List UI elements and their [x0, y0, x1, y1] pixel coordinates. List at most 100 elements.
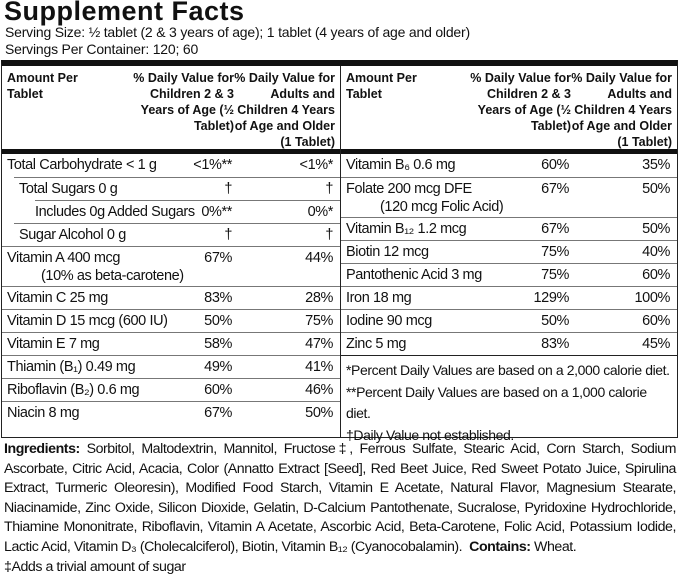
footnote: *Percent Daily Values are based on a 2,0…	[346, 362, 670, 378]
dv-children: 60%	[204, 382, 232, 398]
nutrient-note: (120 mcg Folic Acid)	[380, 199, 504, 215]
header-amount: Amount Per Tablet	[7, 71, 78, 101]
dv-adults: 60%	[642, 313, 670, 329]
nutrient-name: Vitamin B₁₂ 1.2 mcg	[346, 218, 467, 240]
nutrient-amount: Sugar Alcohol 0 g	[19, 227, 126, 243]
dv-adults: 100%	[634, 290, 671, 306]
nutrient-row: Vitamin B₆ 0.6 mg 60% 35%	[341, 154, 677, 177]
nutrient-name: Total Sugars 0 g	[19, 178, 118, 200]
nutrient-name: Sugar Alcohol 0 g	[19, 224, 126, 246]
right-header: Amount Per Tablet % Daily Value for Chil…	[341, 66, 677, 154]
nutrient-name: Iodine 90 mcg	[346, 310, 432, 332]
dv-children: 75%	[541, 244, 569, 260]
dv-adults: <1%*	[299, 157, 334, 173]
dv-adults: 50%	[305, 405, 333, 421]
serving-size: Serving Size: ½ tablet (2 & 3 years of a…	[5, 24, 470, 40]
dv-children: 67%	[541, 221, 569, 237]
dv-children: 60%	[541, 157, 569, 173]
header-dv-adults: % Daily Value for Adults and Children 4 …	[234, 71, 335, 149]
dv-adults: 50%	[642, 221, 670, 237]
dv-adults: 28%	[305, 290, 333, 306]
dv-adults: 75%	[305, 313, 333, 329]
dv-children: 58%	[204, 336, 232, 352]
nutrient-amount: Iron 18 mg	[346, 290, 412, 306]
nutrient-name: Folate 200 mcg DFE (120 mcg Folic Acid)	[346, 180, 504, 216]
facts-table: Amount Per Tablet % Daily Value for Chil…	[1, 60, 678, 443]
footnote: †Daily Value not established.	[346, 426, 514, 443]
nutrient-amount: Thiamin (B₁) 0.49 mg	[7, 359, 136, 375]
nutrient-row: Iron 18 mg 129% 100%	[341, 286, 677, 309]
nutrient-name: Biotin 12 mcg	[346, 241, 429, 263]
nutrient-row: Sugar Alcohol 0 g † †	[14, 223, 340, 246]
dv-adults: 44%	[305, 250, 333, 266]
nutrient-amount: Total Carbohydrate < 1 g	[7, 157, 157, 173]
header-amount: Amount Per Tablet	[346, 71, 417, 101]
dv-adults: 60%	[642, 267, 670, 283]
nutrient-name: Pantothenic Acid 3 mg	[346, 264, 482, 286]
nutrient-row: Iodine 90 mcg 50% 60%	[341, 309, 677, 332]
left-header: Amount Per Tablet % Daily Value for Chil…	[2, 66, 340, 154]
nutrient-name: Vitamin A 400 mcg (10% as beta-carotene)	[7, 249, 184, 285]
contains-text: Wheat.	[534, 538, 577, 555]
nutrient-row: Vitamin A 400 mcg (10% as beta-carotene) 6…	[2, 246, 340, 286]
nutrient-amount: Vitamin D 15 mcg (600 IU)	[7, 313, 168, 329]
nutrient-name: Vitamin B₆ 0.6 mg	[346, 154, 456, 176]
dv-adults: 40%	[642, 244, 670, 260]
dv-adults: 50%	[642, 181, 670, 197]
nutrient-amount: Vitamin B₁₂ 1.2 mcg	[346, 221, 467, 237]
nutrient-name: Riboflavin (B₂) 0.6 mg	[7, 379, 140, 401]
dv-children: 0%**	[201, 204, 232, 220]
dv-adults: 0%*	[307, 204, 334, 220]
nutrient-name: Vitamin C 25 mg	[7, 287, 108, 309]
contains-label: Contains:	[469, 538, 531, 555]
dv-children: 67%	[204, 405, 232, 421]
dv-children: 75%	[541, 267, 569, 283]
nutrient-row: Total Carbohydrate < 1 g <1%** <1%*	[2, 154, 340, 177]
nutrient-name: Total Carbohydrate < 1 g	[7, 154, 157, 176]
nutrient-name: Iron 18 mg	[346, 287, 412, 309]
nutrient-row: Vitamin D 15 mcg (600 IU) 50% 75%	[2, 309, 340, 332]
footnote: **Percent Daily Values are based on a 1,…	[346, 383, 647, 422]
nutrient-amount: Total Sugars 0 g	[19, 181, 118, 197]
dv-children: 83%	[541, 336, 569, 352]
nutrient-row: Vitamin E 7 mg 58% 47%	[2, 332, 340, 355]
nutrient-amount: Vitamin C 25 mg	[7, 290, 108, 306]
nutrient-amount: Iodine 90 mcg	[346, 313, 432, 329]
right-column: Amount Per Tablet % Daily Value for Chil…	[341, 66, 677, 443]
dv-children: †	[224, 227, 232, 243]
dv-children: 49%	[204, 359, 232, 375]
nutrient-name: Niacin 8 mg	[7, 402, 80, 424]
nutrient-row: Total Sugars 0 g † †	[14, 177, 340, 200]
ingredients-label: Ingredients:	[4, 441, 80, 457]
dv-adults: 46%	[305, 382, 333, 398]
trivial-sugar-note: ‡Adds a trivial amount of sugar	[4, 558, 186, 575]
dv-adults: †	[325, 181, 333, 197]
header-dv-children: % Daily Value for Children 2 & 3 Years o…	[470, 71, 571, 133]
footnotes: *Percent Daily Values are based on a 2,0…	[341, 355, 677, 450]
nutrient-amount: Biotin 12 mcg	[346, 244, 429, 260]
servings-per-container: Servings Per Container: 120; 60	[5, 41, 199, 57]
nutrient-row: Pantothenic Acid 3 mg 75% 60%	[341, 263, 677, 286]
nutrient-amount: Zinc 5 mg	[346, 336, 407, 352]
dv-children: 83%	[204, 290, 232, 306]
left-column: Amount Per Tablet % Daily Value for Chil…	[2, 66, 341, 437]
dv-adults: 45%	[642, 336, 670, 352]
dv-adults: 35%	[642, 157, 670, 173]
dv-adults: †	[325, 227, 333, 243]
dv-adults: 41%	[305, 359, 333, 375]
dv-children: 129%	[533, 290, 570, 306]
dv-children: †	[224, 181, 232, 197]
ingredients-text: Sorbitol, Maltodextrin, Mannitol, Fructo…	[4, 441, 676, 555]
nutrient-name: Vitamin D 15 mcg (600 IU)	[7, 310, 168, 332]
nutrient-row: Zinc 5 mg 83% 45%	[341, 332, 677, 355]
nutrient-amount: Vitamin B₆ 0.6 mg	[346, 157, 456, 173]
nutrient-row: Thiamin (B₁) 0.49 mg 49% 41%	[2, 355, 340, 378]
nutrient-note: (10% as beta-carotene)	[41, 268, 184, 284]
nutrient-amount: Riboflavin (B₂) 0.6 mg	[7, 382, 140, 398]
nutrient-amount: Vitamin E 7 mg	[7, 336, 100, 352]
nutrient-amount: Vitamin A 400 mcg	[7, 250, 121, 266]
nutrient-amount: Includes 0g Added Sugars	[35, 204, 195, 220]
nutrient-row: Vitamin B₁₂ 1.2 mcg 67% 50%	[341, 217, 677, 240]
nutrient-row: Riboflavin (B₂) 0.6 mg 60% 46%	[2, 378, 340, 401]
nutrient-amount: Folate 200 mcg DFE	[346, 181, 472, 197]
